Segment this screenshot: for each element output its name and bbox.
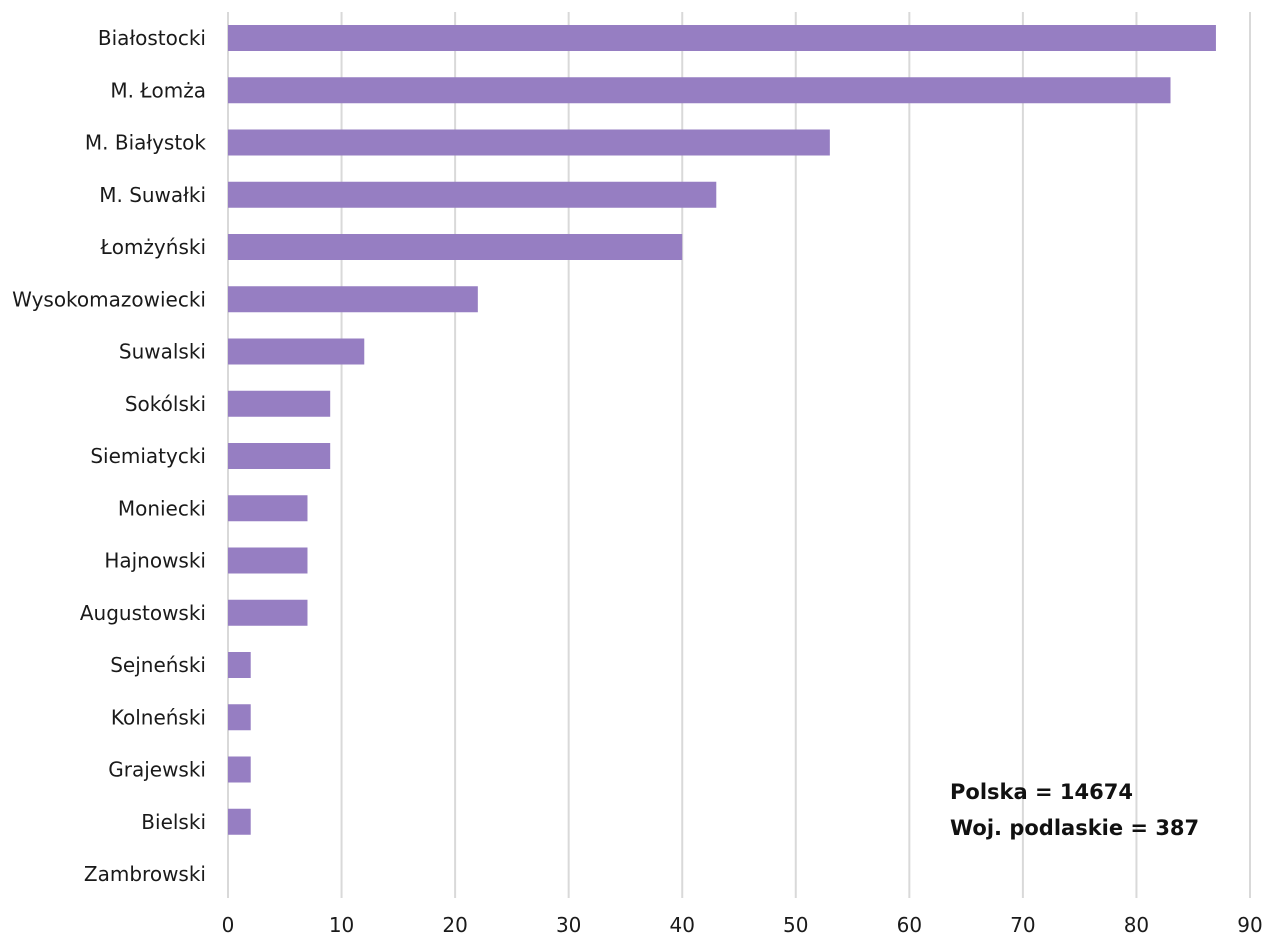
bar (228, 390, 331, 417)
bar (228, 599, 308, 626)
bar (228, 234, 683, 260)
category-label: Wysokomazowiecki (12, 287, 206, 311)
category-label: Białostocki (98, 26, 206, 50)
bar (228, 547, 308, 574)
category-label: Augustowski (80, 601, 206, 625)
bar (228, 77, 1171, 104)
category-label: Zambrowski (84, 862, 206, 886)
bar (228, 443, 331, 469)
annotation-woj-podlaskie: Woj. podlaskie = 387 (950, 816, 1199, 840)
category-label: Hajnowski (104, 549, 206, 573)
category-label: Kolneński (111, 705, 206, 729)
annotation-box: Polska = 14674 Woj. podlaskie = 387 (950, 780, 1199, 840)
category-label: M. Suwałki (99, 183, 206, 207)
gridlines (227, 12, 1251, 898)
x-tick-label: 10 (329, 913, 354, 937)
x-tick-label: 90 (1237, 913, 1262, 937)
bar (228, 129, 830, 156)
category-label: Bielski (141, 810, 206, 834)
category-label: Suwalski (119, 340, 206, 364)
category-label: Sejneński (110, 653, 206, 677)
bar (228, 652, 251, 678)
category-label: Moniecki (118, 496, 206, 520)
x-tick-labels: 0 10 20 30 40 50 60 70 80 90 (222, 913, 1263, 937)
x-tick-label: 30 (556, 913, 581, 937)
category-label: M. Białystok (85, 131, 207, 155)
bar (228, 756, 251, 783)
bar (228, 286, 478, 313)
category-label: M. Łomża (110, 78, 206, 102)
category-labels: Białostocki M. Łomża M. Białystok M. Suwałk… (12, 26, 206, 886)
x-tick-label: 70 (1010, 913, 1035, 937)
category-label: Siemiatycki (90, 444, 206, 468)
bar (228, 704, 251, 731)
category-label: Łomżyński (99, 235, 206, 259)
x-tick-label: 20 (442, 913, 467, 937)
bar (228, 25, 1216, 51)
bar (228, 181, 717, 208)
x-tick-label: 80 (1124, 913, 1149, 937)
x-tick-label: 0 (222, 913, 235, 937)
bar (228, 808, 251, 835)
x-tick-label: 50 (783, 913, 808, 937)
bar (228, 338, 365, 365)
annotation-polska: Polska = 14674 (950, 780, 1133, 804)
bars (228, 25, 1216, 835)
category-label: Grajewski (108, 758, 206, 782)
x-tick-label: 40 (669, 913, 694, 937)
category-label: Sokólski (125, 392, 206, 416)
bar (228, 495, 308, 522)
x-tick-label: 60 (897, 913, 922, 937)
